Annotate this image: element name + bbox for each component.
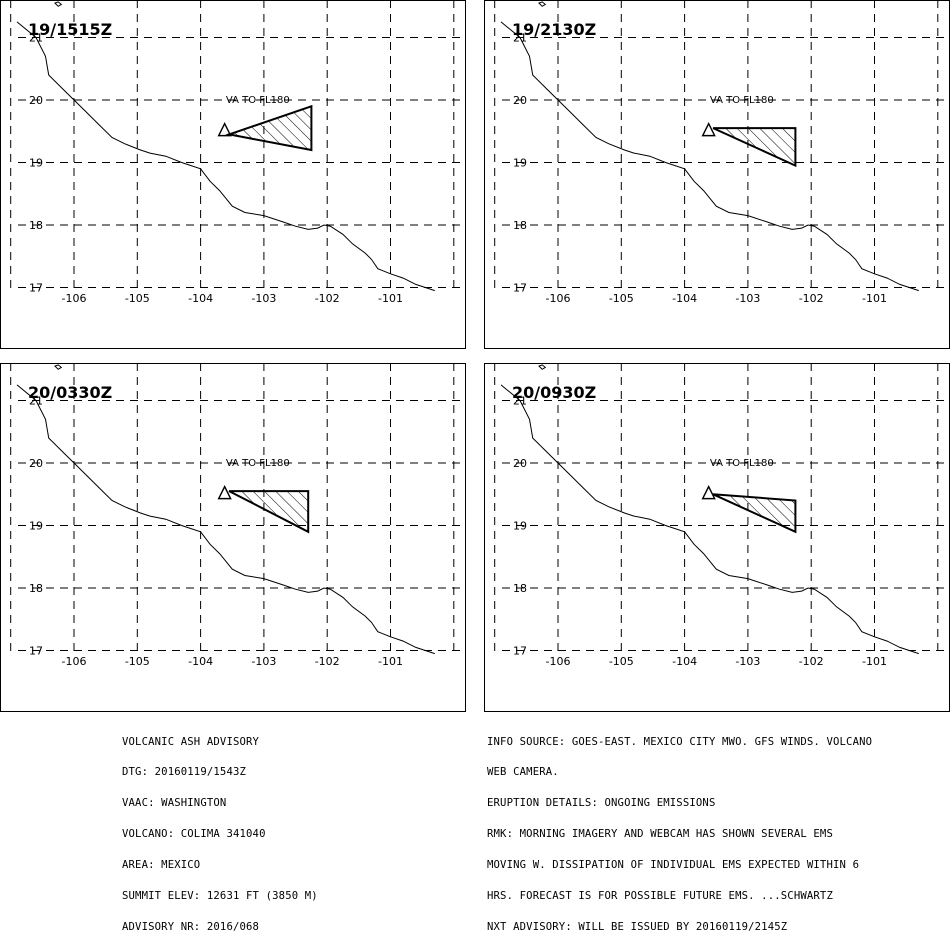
ash-cloud-polygon (712, 493, 797, 534)
advisory-volcano: VOLCANO: COLIMA 341040 (122, 828, 266, 841)
lon-tick-label: -101 (378, 292, 403, 305)
island (538, 1, 547, 7)
lon-tick-label: -102 (799, 292, 824, 305)
forecast-time-label: 20/0330Z (28, 383, 112, 402)
advisory-number: ADVISORY NR: 2016/068 (122, 920, 260, 933)
map-panel-2: VA TO FL180 17 18 19 20 21 -106 -105 -104 -103 -10… (484, 0, 950, 349)
lon-tick-label: -106 (62, 292, 87, 305)
coastline (500, 384, 919, 655)
lat-tick-label: 21 (513, 32, 527, 45)
lat-tick-label: 18 (29, 582, 43, 595)
volcano-icon (217, 122, 232, 137)
advisory-remarks-cont-2: HRS. FORECAST IS FOR POSSIBLE FUTURE EMS… (487, 890, 833, 903)
map-frame (0, 363, 466, 712)
lon-tick-label: -103 (251, 292, 276, 305)
map-panel-4: VA TO FL180 17 18 19 20 21 -106 -105 -104 -103 -10… (484, 363, 950, 712)
advisory-dtg: DTG: 20160119/1543Z (122, 766, 247, 779)
island (54, 364, 63, 370)
va-label: VA TO FL180 (710, 95, 774, 106)
lat-tick-label: 19 (29, 520, 43, 533)
volcano-icon (701, 122, 716, 137)
island (538, 364, 547, 370)
map-svg: VA TO FL180 17 18 19 20 21 -106 -105 -104 -103 -10… (484, 363, 950, 712)
map-panel-3: VA TO FL180 17 18 19 20 21 -106 -105 -104 -103 -10… (0, 363, 466, 712)
volcano-icon (217, 485, 232, 500)
lon-tick-label: -106 (546, 292, 571, 305)
lat-tick-label: 20 (513, 94, 527, 107)
map-frame (0, 0, 466, 349)
lon-tick-label: -105 (609, 292, 634, 305)
lon-tick-label: -102 (315, 655, 340, 668)
advisory-title: VOLCANIC ASH ADVISORY (122, 735, 260, 748)
lon-tick-label: -101 (862, 655, 887, 668)
lat-tick-label: 17 (513, 645, 527, 658)
lon-tick-label: -104 (188, 292, 213, 305)
map-panel-1: VA TO FL180 17 18 19 20 21 -106 -105 -104 -103 -10… (0, 0, 466, 349)
lon-tick-label: -106 (546, 655, 571, 668)
map-frame (484, 363, 950, 712)
forecast-time-label: 19/1515Z (28, 20, 112, 39)
lat-tick-label: 17 (513, 282, 527, 295)
coastline (500, 21, 919, 292)
lat-tick-label: 19 (513, 520, 527, 533)
lon-tick-label: -103 (251, 655, 276, 668)
advisory-info-left: VOLCANIC ASH ADVISORY DTG: 20160119/1543… (122, 716, 318, 943)
island (54, 1, 63, 7)
advisory-info-source-cont: WEB CAMERA. (487, 766, 559, 779)
lon-tick-label: -101 (378, 655, 403, 668)
coastline (16, 21, 435, 292)
advisory-eruption-details: ERUPTION DETAILS: ONGOING EMISSIONS (487, 797, 716, 810)
advisory-vaac: VAAC: WASHINGTON (122, 797, 227, 810)
ash-cloud-polygon (228, 490, 310, 534)
va-label: VA TO FL180 (710, 458, 774, 469)
ash-cloud-polygon (225, 104, 313, 152)
va-label: VA TO FL180 (226, 458, 290, 469)
forecast-time-label: 20/0930Z (512, 383, 596, 402)
forecast-time-label: 19/2130Z (512, 20, 596, 39)
va-label: VA TO FL180 (226, 95, 290, 106)
lat-tick-label: 17 (29, 645, 43, 658)
advisory-remarks-cont-1: MOVING W. DISSIPATION OF INDIVIDUAL EMS … (487, 859, 860, 872)
advisory-info-source: INFO SOURCE: GOES-EAST. MEXICO CITY MWO.… (487, 735, 873, 748)
lon-tick-label: -104 (672, 292, 697, 305)
lat-tick-label: 18 (513, 582, 527, 595)
lat-tick-label: 21 (29, 395, 43, 408)
map-frame (484, 0, 950, 349)
coastline (16, 384, 435, 655)
lat-tick-label: 20 (513, 457, 527, 470)
map-svg: VA TO FL180 17 18 19 20 21 -106 -105 -104 -103 -10… (0, 0, 466, 349)
lon-tick-label: -106 (62, 655, 87, 668)
lat-tick-label: 19 (29, 157, 43, 170)
map-svg: VA TO FL180 17 18 19 20 21 -106 -105 -104 -103 -10… (0, 363, 466, 712)
lat-tick-label: 19 (513, 157, 527, 170)
lon-tick-label: -101 (862, 292, 887, 305)
lat-tick-label: 18 (29, 219, 43, 232)
lat-tick-label: 17 (29, 282, 43, 295)
lat-tick-label: 20 (29, 94, 43, 107)
advisory-remarks: RMK: MORNING IMAGERY AND WEBCAM HAS SHOW… (487, 828, 833, 841)
advisory-area: AREA: MEXICO (122, 859, 201, 872)
lat-tick-label: 21 (513, 395, 527, 408)
advisory-info-right: INFO SOURCE: GOES-EAST. MEXICO CITY MWO.… (487, 716, 872, 943)
advisory-next: NXT ADVISORY: WILL BE ISSUED BY 20160119… (487, 920, 788, 933)
lon-tick-label: -102 (315, 292, 340, 305)
lon-tick-label: -104 (188, 655, 213, 668)
lat-tick-label: 18 (513, 219, 527, 232)
lon-tick-label: -103 (735, 655, 760, 668)
lon-tick-label: -105 (125, 292, 150, 305)
lat-tick-label: 21 (29, 32, 43, 45)
lon-tick-label: -105 (609, 655, 634, 668)
lon-tick-label: -102 (799, 655, 824, 668)
lat-tick-label: 20 (29, 457, 43, 470)
lon-tick-label: -105 (125, 655, 150, 668)
map-svg: VA TO FL180 17 18 19 20 21 -106 -105 -104 -103 -10… (484, 0, 950, 349)
lon-tick-label: -103 (735, 292, 760, 305)
volcano-icon (701, 485, 716, 500)
lon-tick-label: -104 (672, 655, 697, 668)
ash-cloud-polygon (712, 127, 797, 168)
advisory-summit-elev: SUMMIT ELEV: 12631 FT (3850 M) (122, 890, 318, 903)
